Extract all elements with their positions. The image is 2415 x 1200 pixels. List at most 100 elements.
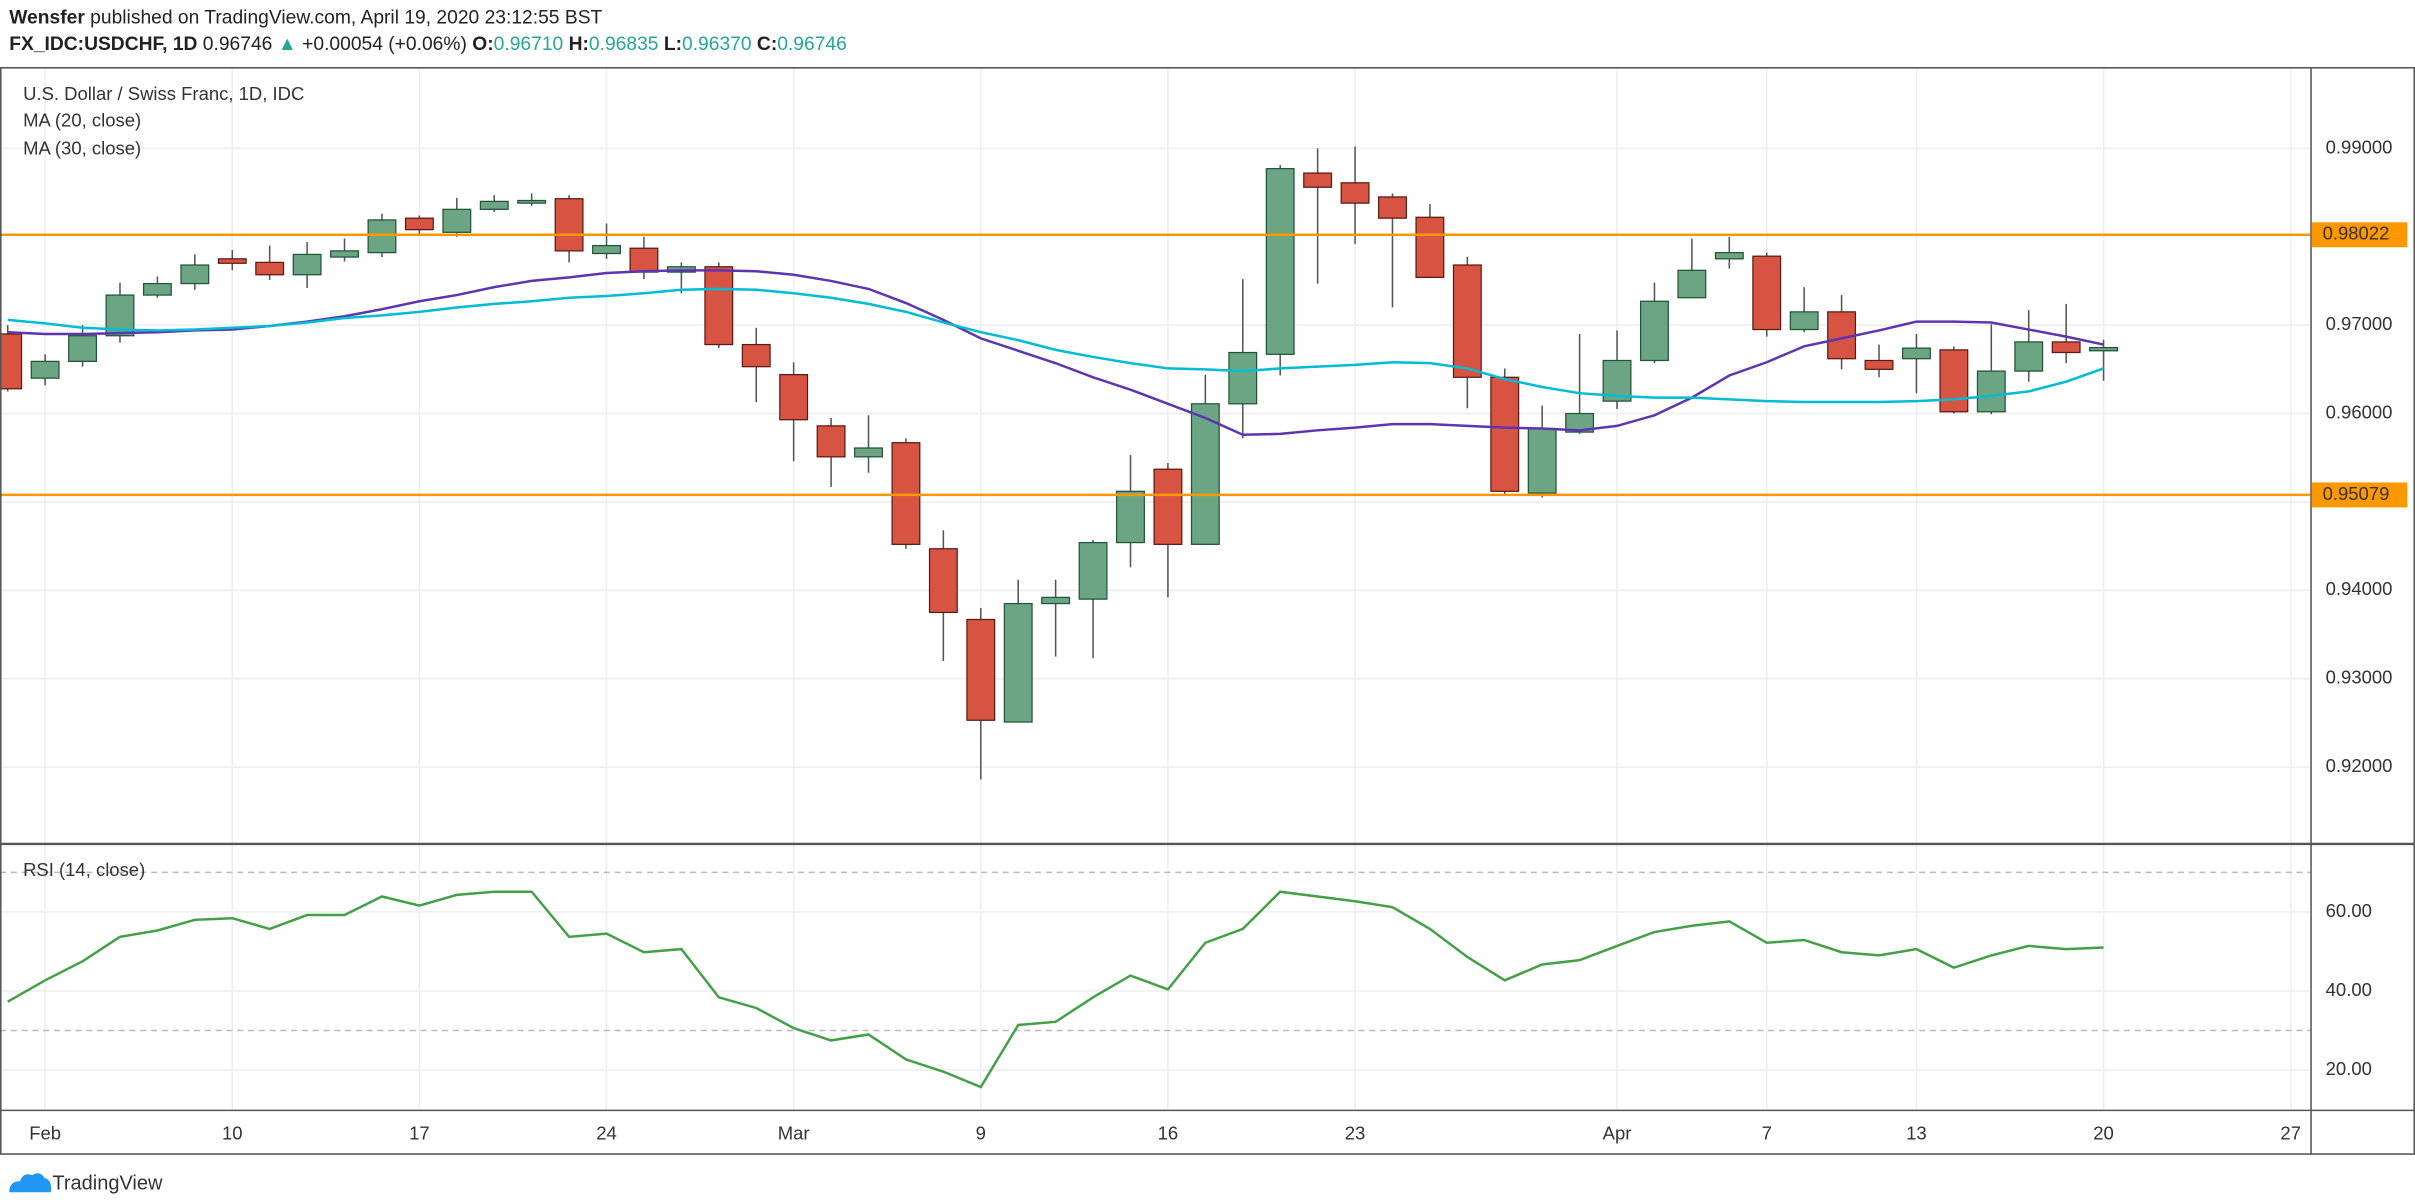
x-tick-label: 17 [409,1122,430,1143]
candle-body [966,618,996,721]
ohlc-value: 0.96710 [494,33,564,55]
series-line [7,287,2104,404]
level-label: 0.95079 [2323,483,2390,504]
series-line [7,890,2104,1089]
candle-body [442,208,472,233]
candle-body [2014,341,2044,372]
brand: TradingView [52,1173,163,1195]
candle-body [1939,349,1969,413]
candle-body [1153,468,1183,545]
y-tick-label: 40.00 [2326,979,2372,1000]
y-tick-label: 0.94000 [2326,578,2393,599]
header-line: Wensfer published on TradingView.com, Ap… [9,7,602,29]
logo-icon [9,1173,52,1193]
arrow: ▲ [278,33,297,55]
candle-body [142,282,172,296]
candle-body [2051,341,2081,354]
rsi-title: RSI (14, close) [23,859,145,880]
candle-body [1190,403,1220,545]
x-tick-label: Mar [778,1122,810,1143]
candle-body [30,360,60,379]
candle-body [1378,196,1407,219]
grid [0,67,2311,1110]
frame [0,67,2415,1155]
y-tick-label: 0.93000 [2326,667,2393,688]
last-price: 0.96746 [203,33,273,55]
level-label-box [2311,482,2408,508]
ohlc-value: 0.96746 [777,33,847,55]
candle-body [816,425,846,458]
candle-body [1116,490,1145,544]
candle-body [1340,182,1370,204]
y-tick-label: 60.00 [2326,900,2372,921]
candle-body [741,343,771,368]
ohlc-value: 0.96370 [682,33,752,55]
candle-body [1752,255,1782,331]
level-label-box [2311,222,2408,248]
candle-body [0,333,23,390]
candle-body [1901,347,1931,360]
candle-body [1041,596,1071,605]
candle-body [1415,216,1445,279]
symbol: FX_IDC:USDCHF, 1D [9,33,197,55]
logo: TradingView [9,1173,163,1195]
series-line [7,269,2104,436]
candle-body [1677,269,1707,299]
candle-body [292,253,322,276]
y-tick-label: 0.96000 [2326,401,2393,422]
candle-body [180,264,210,285]
candle-body [779,374,809,421]
ohlc: O:0.96710 H:0.96835 L:0.96370 C:0.96746 [472,33,847,55]
candle-body [330,250,360,258]
x-tick-label: 16 [1158,1122,1179,1143]
ohlc-value: 0.96835 [589,33,659,55]
candle-body [2089,346,2119,352]
candle-body [217,258,247,264]
candle-body [1789,311,1819,331]
x-tick-label: Apr [1603,1122,1632,1143]
published: published on TradingView.com, April 19, … [90,7,602,29]
author: Wensfer [9,7,85,29]
plot [0,146,2311,1089]
candle-body [1639,300,1669,362]
ohlc-key: H: [569,33,589,55]
x-tick-label: 23 [1345,1122,1366,1143]
x-tick-label: 9 [976,1122,986,1143]
candle-body [592,244,621,255]
x-tick-label: 7 [1762,1122,1772,1143]
candle-body [1714,252,1744,260]
candle-body [1864,359,1894,370]
legend-entry: MA (20, close) [23,109,141,130]
candle-body [517,199,547,204]
candle-body [68,335,98,362]
candle-body [1565,412,1595,433]
candle-body [255,261,285,276]
candle-body [404,217,434,231]
x-tick-label: Feb [29,1122,61,1143]
y-tick-label: 20.00 [2326,1058,2372,1079]
y-tick-label: 0.99000 [2326,136,2393,157]
candle-body [1452,264,1482,378]
x-tick-label: 24 [596,1122,617,1143]
candle-body [854,447,883,458]
candle-body [1303,172,1333,188]
x-tick-label: 27 [2280,1122,2301,1143]
candle-body [891,442,921,545]
x-tick-label: 10 [222,1122,243,1143]
ohlc-key: L: [664,33,682,55]
x-tick-label: 13 [1906,1122,1927,1143]
candle-body [928,548,958,614]
candle-body [554,198,584,252]
candle-body [1228,351,1258,405]
candle-body [1078,541,1108,600]
y-tick-label: 0.92000 [2326,755,2393,776]
candle-body [1490,376,1520,492]
candle-body [1265,168,1295,355]
x-tick-label: 20 [2093,1122,2114,1143]
ohlc-key: O: [472,33,493,55]
candle-body [479,200,509,210]
change: +0.00054 (+0.06%) [302,33,467,55]
candle-body [704,266,734,346]
